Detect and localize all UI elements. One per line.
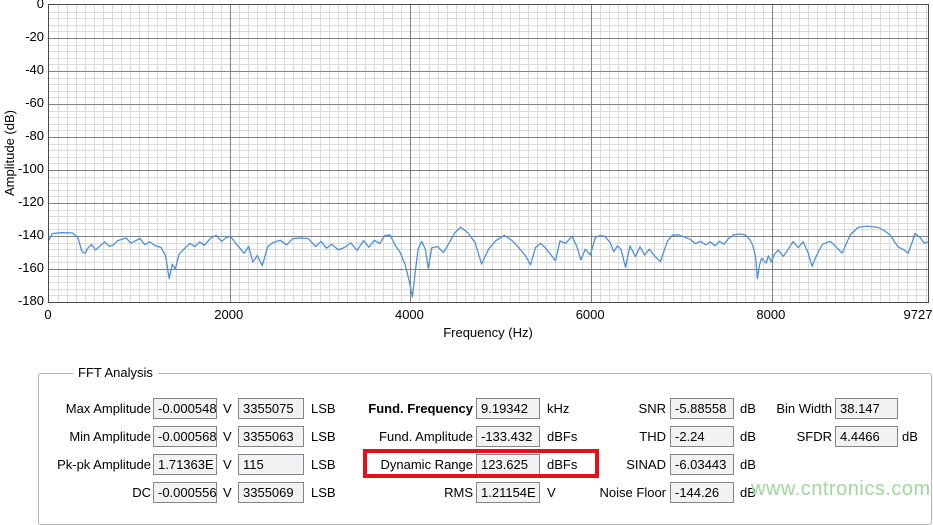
db-unit: dB	[740, 485, 756, 500]
y-tick-label: -80	[25, 128, 44, 143]
panel-row: Pk-pk Amplitude 1.71363E V 115 LSB Dynam…	[39, 454, 931, 476]
fft-analysis-groupbox: FFT Analysis Max Amplitude -0.000548 V 3…	[38, 365, 932, 525]
y-axis-title: Amplitude (dB)	[2, 110, 17, 196]
khz-unit: kHz	[547, 401, 570, 416]
max-amplitude-v-field[interactable]: -0.000548	[153, 398, 217, 419]
sfdr-field[interactable]: 4.4466	[835, 426, 898, 447]
max-amplitude-label: Max Amplitude	[65, 401, 151, 416]
fft-spectrum-chart: Amplitude (dB) 0 -20 -40 -60 -80 -100 -120 -140…	[2, 0, 933, 340]
watermark-text: www.cntronics.com	[751, 478, 931, 500]
y-tick-label: -60	[25, 95, 44, 110]
noise-floor-label: Noise Floor	[599, 485, 666, 500]
sinad-field[interactable]: -6.03443	[670, 454, 734, 475]
volts-unit: V	[223, 485, 232, 500]
panel-row: Min Amplitude -0.000568 V 3355063 LSB Fu…	[39, 426, 931, 448]
x-tick-label: 2000	[214, 307, 244, 322]
sinad-label: SINAD	[626, 457, 666, 472]
min-amplitude-label: Min Amplitude	[69, 429, 151, 444]
db-unit: dB	[902, 429, 918, 444]
snr-label: SNR	[638, 401, 666, 416]
lsb-unit: LSB	[311, 485, 336, 500]
y-tick-label: -140	[17, 227, 44, 242]
panel-row: DC -0.000556 V 3355069 LSB RMS 1.21154E …	[39, 482, 931, 504]
snr-field[interactable]: -5.88558	[670, 398, 734, 419]
dynamic-range-field[interactable]: 123.625	[476, 454, 540, 475]
dc-lsb-field[interactable]: 3355069	[238, 482, 304, 503]
x-tick-label: 4000	[394, 307, 424, 322]
fund-amplitude-field[interactable]: -133.432	[476, 426, 540, 447]
bin-width-label: Bin Width	[776, 401, 832, 416]
x-tick-label: 6000	[575, 307, 605, 322]
noise-floor-field[interactable]: -144.26	[670, 482, 734, 503]
dynamic-range-label: Dynamic Range	[380, 457, 474, 472]
lsb-unit: LSB	[311, 457, 336, 472]
y-tick-label: -40	[25, 62, 44, 77]
volts-unit: V	[223, 401, 232, 416]
dc-v-field[interactable]: -0.000556	[153, 482, 217, 503]
max-amplitude-lsb-field[interactable]: 3355075	[238, 398, 304, 419]
db-unit: dB	[740, 457, 756, 472]
min-amplitude-v-field[interactable]: -0.000568	[153, 426, 217, 447]
groupbox-title: FFT Analysis	[73, 365, 158, 380]
fft-trace	[49, 225, 928, 298]
x-tick-label: 8000	[756, 307, 786, 322]
x-tick-label: 9727.47	[903, 307, 933, 322]
rms-field[interactable]: 1.21154E	[476, 482, 540, 503]
grid-major	[49, 5, 928, 302]
fund-frequency-field[interactable]: 9.19342	[476, 398, 540, 419]
pkpk-amplitude-v-field[interactable]: 1.71363E	[153, 454, 217, 475]
dc-label: DC	[132, 485, 151, 500]
rms-label: RMS	[444, 485, 473, 500]
x-tick-label: 0	[44, 307, 52, 322]
dbfs-unit: dBFs	[547, 429, 578, 444]
pkpk-amplitude-lsb-field[interactable]: 115	[238, 454, 304, 475]
y-tick-label: -120	[17, 194, 44, 209]
db-unit: dB	[740, 429, 756, 444]
thd-label: THD	[639, 429, 666, 444]
sfdr-label: SFDR	[796, 429, 832, 444]
y-tick-label: -20	[25, 29, 44, 44]
db-unit: dB	[740, 401, 756, 416]
volts-unit: V	[223, 429, 232, 444]
plot-canvas	[49, 5, 928, 302]
lsb-unit: LSB	[311, 429, 336, 444]
x-axis-title: Frequency (Hz)	[443, 325, 533, 340]
panel-row: Max Amplitude -0.000548 V 3355075 LSB Fu…	[39, 398, 931, 420]
y-tick-label: -180	[17, 293, 44, 308]
fund-amplitude-label: Fund. Amplitude	[379, 429, 473, 444]
y-tick-label: -100	[17, 161, 44, 176]
bin-width-field[interactable]: 38.147	[835, 398, 898, 419]
fund-frequency-label: Fund. Frequency	[368, 401, 473, 416]
volts-unit: V	[223, 457, 232, 472]
thd-field[interactable]: -2.24	[670, 426, 734, 447]
dbfs-unit: dBFs	[547, 457, 578, 472]
min-amplitude-lsb-field[interactable]: 3355063	[238, 426, 304, 447]
plot-area[interactable]	[48, 4, 929, 303]
grid-minor	[49, 5, 928, 302]
y-tick-label: -160	[17, 260, 44, 275]
pkpk-amplitude-label: Pk-pk Amplitude	[57, 457, 151, 472]
y-tick-label: 0	[36, 0, 44, 11]
volts-unit: V	[547, 485, 556, 500]
lsb-unit: LSB	[311, 401, 336, 416]
